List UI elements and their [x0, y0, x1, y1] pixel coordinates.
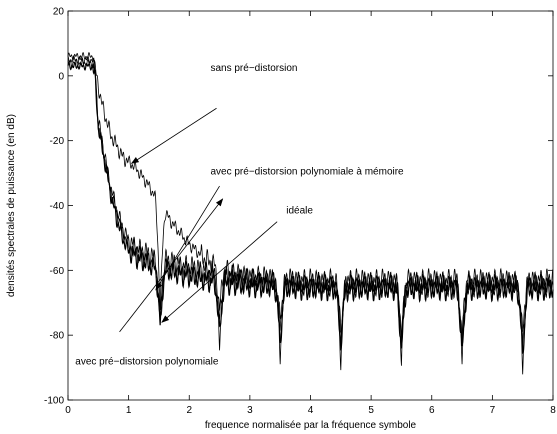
- annotation-label: avec pré−distorsion polynomiale à mémoir…: [210, 167, 404, 178]
- x-tick-label: 5: [368, 405, 374, 416]
- x-tick-label: 3: [247, 405, 253, 416]
- x-tick-label: 7: [490, 405, 496, 416]
- x-tick-label: 8: [550, 405, 556, 416]
- x-tick-label: 6: [429, 405, 435, 416]
- annotations-layer: sans pré−distorsion avec pré−distorsion p…: [75, 63, 404, 367]
- y-tick-label: 20: [53, 7, 65, 18]
- x-tick-label: 2: [186, 405, 192, 416]
- y-tick-label: -100: [44, 396, 64, 407]
- y-tick-label: -60: [50, 266, 65, 277]
- annotation-label: sans pré−distorsion: [210, 63, 297, 74]
- series-line-poly_memoire: [68, 59, 553, 346]
- x-tick-label: 4: [308, 405, 314, 416]
- x-tick-label: 1: [126, 405, 132, 416]
- y-tick-label: -80: [50, 331, 65, 342]
- y-tick-label: -40: [50, 201, 65, 212]
- y-axis-label: densités spectrales de puissance (en dB): [6, 114, 17, 297]
- x-tick-label: 0: [65, 405, 71, 416]
- x-axis-label: frequence normalisée par la fréquence sy…: [205, 420, 417, 431]
- annotation-label: avec pré−distorsion polynomiale: [75, 356, 219, 367]
- y-tick-label: -20: [50, 136, 65, 147]
- y-tick-label: 0: [58, 71, 64, 82]
- annotation-arrow: [132, 108, 217, 163]
- annotation-label: idéale: [286, 206, 313, 217]
